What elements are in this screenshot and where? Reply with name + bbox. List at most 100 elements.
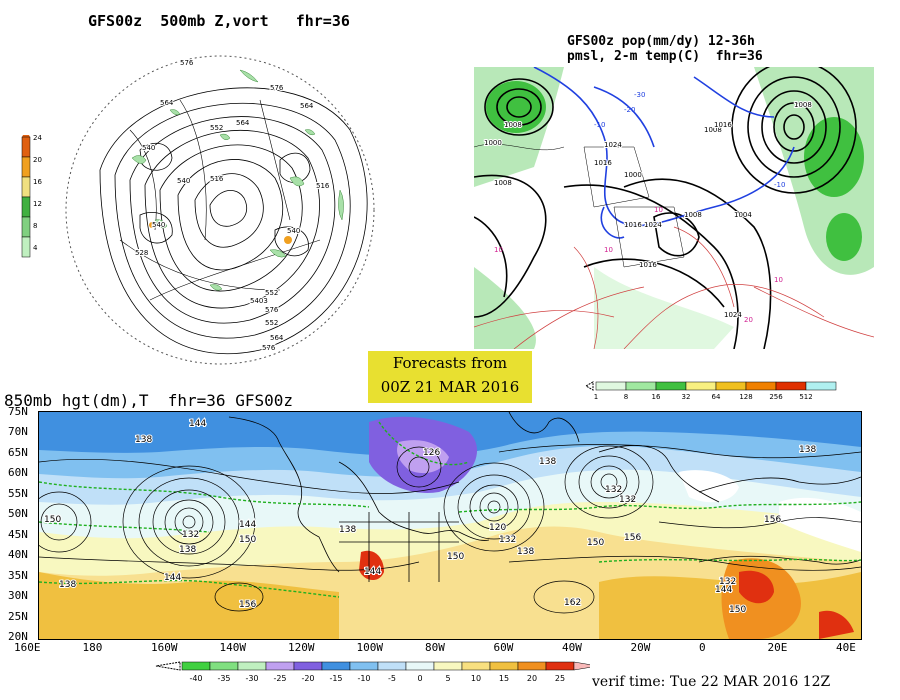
geopotential-height-label: 150 bbox=[44, 515, 61, 525]
isobar-label: 1008 bbox=[504, 121, 522, 129]
colorbar-swatch bbox=[715, 381, 747, 391]
colorbar-swatch bbox=[545, 661, 575, 671]
height-contour-label: 576 bbox=[262, 344, 276, 352]
colorbar-tick-label: -40 bbox=[189, 674, 202, 683]
colorbar-swatch bbox=[489, 661, 519, 671]
colorbar-swatch bbox=[265, 661, 295, 671]
colorbar-swatch bbox=[685, 381, 717, 391]
longitude-axis: 160E 180 160W 140W 120W 100W 80W 60W 40W 20W 0 20E 4… bbox=[14, 641, 880, 655]
geopotential-height-label: 138 bbox=[517, 547, 534, 557]
height-contour-label: 552 bbox=[265, 319, 278, 327]
geopotential-height-label: 138 bbox=[135, 435, 152, 445]
longitude-label: 0 bbox=[699, 641, 706, 654]
geopotential-height-label: 120 bbox=[489, 523, 506, 533]
geopotential-height-label: 138 bbox=[539, 457, 556, 467]
height-contour-label: 552 bbox=[210, 124, 223, 132]
isobar-label: 1024 bbox=[644, 221, 662, 229]
latitude-label: 40N bbox=[8, 548, 28, 562]
latitude-label: 70N bbox=[8, 425, 28, 439]
height-contour-label: 540 bbox=[142, 144, 155, 152]
colorbar-swatch bbox=[21, 176, 31, 198]
longitude-label: 40E bbox=[836, 641, 856, 654]
colorbar-tick-label: 64 bbox=[712, 393, 721, 401]
isobar-label: 1016 bbox=[594, 159, 612, 167]
latitude-label: 20N bbox=[8, 630, 28, 643]
colorbar-swatch bbox=[21, 216, 31, 238]
longitude-label: 80W bbox=[425, 641, 445, 654]
longitude-label: 120W bbox=[288, 641, 315, 654]
geopotential-height-label: 138 bbox=[179, 545, 196, 555]
colorbar-tick-label: 1 bbox=[594, 393, 598, 401]
colorbar-swatch bbox=[745, 381, 777, 391]
latitude-label: 55N bbox=[8, 486, 28, 500]
isobar-label: 1000 bbox=[624, 171, 642, 179]
height-contour-label: 540 bbox=[177, 177, 190, 185]
height-contour-label: 576 bbox=[270, 84, 284, 92]
colorbar-extension bbox=[573, 661, 599, 671]
geopotential-height-label: 132 bbox=[619, 495, 636, 505]
forecast-from-label: Forecasts from bbox=[392, 354, 508, 372]
colorbar-tick-label: 12 bbox=[33, 200, 42, 208]
colorbar-swatch bbox=[595, 381, 627, 391]
colorbar-tick-label: 512 bbox=[799, 393, 812, 401]
isobar-label: 1016 bbox=[624, 221, 642, 229]
geopotential-height-label: 144 bbox=[189, 419, 206, 429]
height-contour-label: 564 bbox=[270, 334, 284, 342]
geopotential-height-label: 138 bbox=[339, 525, 356, 535]
colorbar-swatch bbox=[775, 381, 807, 391]
geopotential-height-label: 132 bbox=[605, 485, 622, 495]
longitude-label: 180 bbox=[82, 641, 103, 654]
forecast-info-box: Forecasts from 00Z 21 MAR 2016 bbox=[368, 351, 532, 403]
bottom-title: 850mb hgt(dm),T fhr=36 GFS00z bbox=[4, 391, 293, 410]
colorbar-swatch bbox=[181, 661, 211, 671]
geopotential-height-label: 138 bbox=[59, 580, 76, 590]
colorbar-swatch bbox=[21, 236, 31, 258]
colorbar-tick-label: -15 bbox=[329, 674, 342, 683]
height-contour-label: 552 bbox=[265, 289, 278, 297]
geopotential-height-label: 156 bbox=[764, 515, 781, 525]
latitude-label: 75N bbox=[8, 405, 28, 418]
height-contour-label: 564 bbox=[236, 119, 250, 127]
colorbar-tick-label: 25 bbox=[555, 674, 565, 683]
geopotential-height-label: 132 bbox=[719, 577, 736, 587]
colorbar-tick-label: -20 bbox=[301, 674, 314, 683]
colorbar-swatch bbox=[21, 196, 31, 218]
temperature-label: 10 bbox=[774, 276, 783, 284]
colorbar-tick-label: -30 bbox=[245, 674, 258, 683]
top-right-title-2: pmsl, 2-m temp(C) fhr=36 bbox=[567, 49, 763, 64]
height-contour-label: 540 bbox=[152, 221, 165, 229]
colorbar-tick-label: 16 bbox=[652, 393, 661, 401]
colorbar-swatch bbox=[625, 381, 657, 391]
isobar-label: 1008 bbox=[794, 101, 812, 109]
isobar-label: 1024 bbox=[724, 311, 742, 319]
latitude-label: 50N bbox=[8, 507, 28, 521]
longitude-label: 40W bbox=[562, 641, 582, 654]
colorbar-tick-label: 32 bbox=[682, 393, 691, 401]
geopotential-height-label: 150 bbox=[729, 605, 746, 615]
height-contour-label: 528 bbox=[135, 249, 148, 257]
temperature-label: 10 bbox=[654, 206, 663, 214]
geopotential-height-label: 144 bbox=[715, 585, 732, 595]
colorbar-swatch bbox=[655, 381, 687, 391]
latitude-label: 60N bbox=[8, 466, 28, 480]
colorbar-swatch bbox=[517, 661, 547, 671]
temperature-label: 10 bbox=[604, 246, 613, 254]
temperature-label: -10 bbox=[774, 181, 785, 189]
isobar-label: 1008 bbox=[494, 179, 512, 187]
isobar-label: 1008 bbox=[704, 126, 722, 134]
colorbar-swatch bbox=[293, 661, 323, 671]
colorbar-swatch bbox=[349, 661, 379, 671]
latitude-label: 30N bbox=[8, 589, 28, 603]
colorbar-swatch bbox=[21, 156, 31, 178]
latitude-axis: 75N 70N 65N 60N 55N 50N 45N 40N 35N 30N 25N 20N bbox=[0, 405, 38, 643]
longitude-label: 20W bbox=[630, 641, 651, 654]
longitude-label: 160E bbox=[14, 641, 41, 654]
geopotential-height-label: 150 bbox=[587, 538, 604, 548]
geopotential-height-label: 138 bbox=[799, 445, 816, 455]
height-contour-label: 576 bbox=[265, 306, 279, 314]
temperature-label: 20 bbox=[744, 316, 753, 324]
temperature-label: -20 bbox=[624, 106, 635, 114]
geopotential-height-label: 162 bbox=[564, 598, 581, 608]
map-850mb: 144 138 138 144 132 138 150 156 132 126 138 120 132 1… bbox=[38, 411, 862, 640]
isobar-label: 1008 bbox=[684, 211, 702, 219]
